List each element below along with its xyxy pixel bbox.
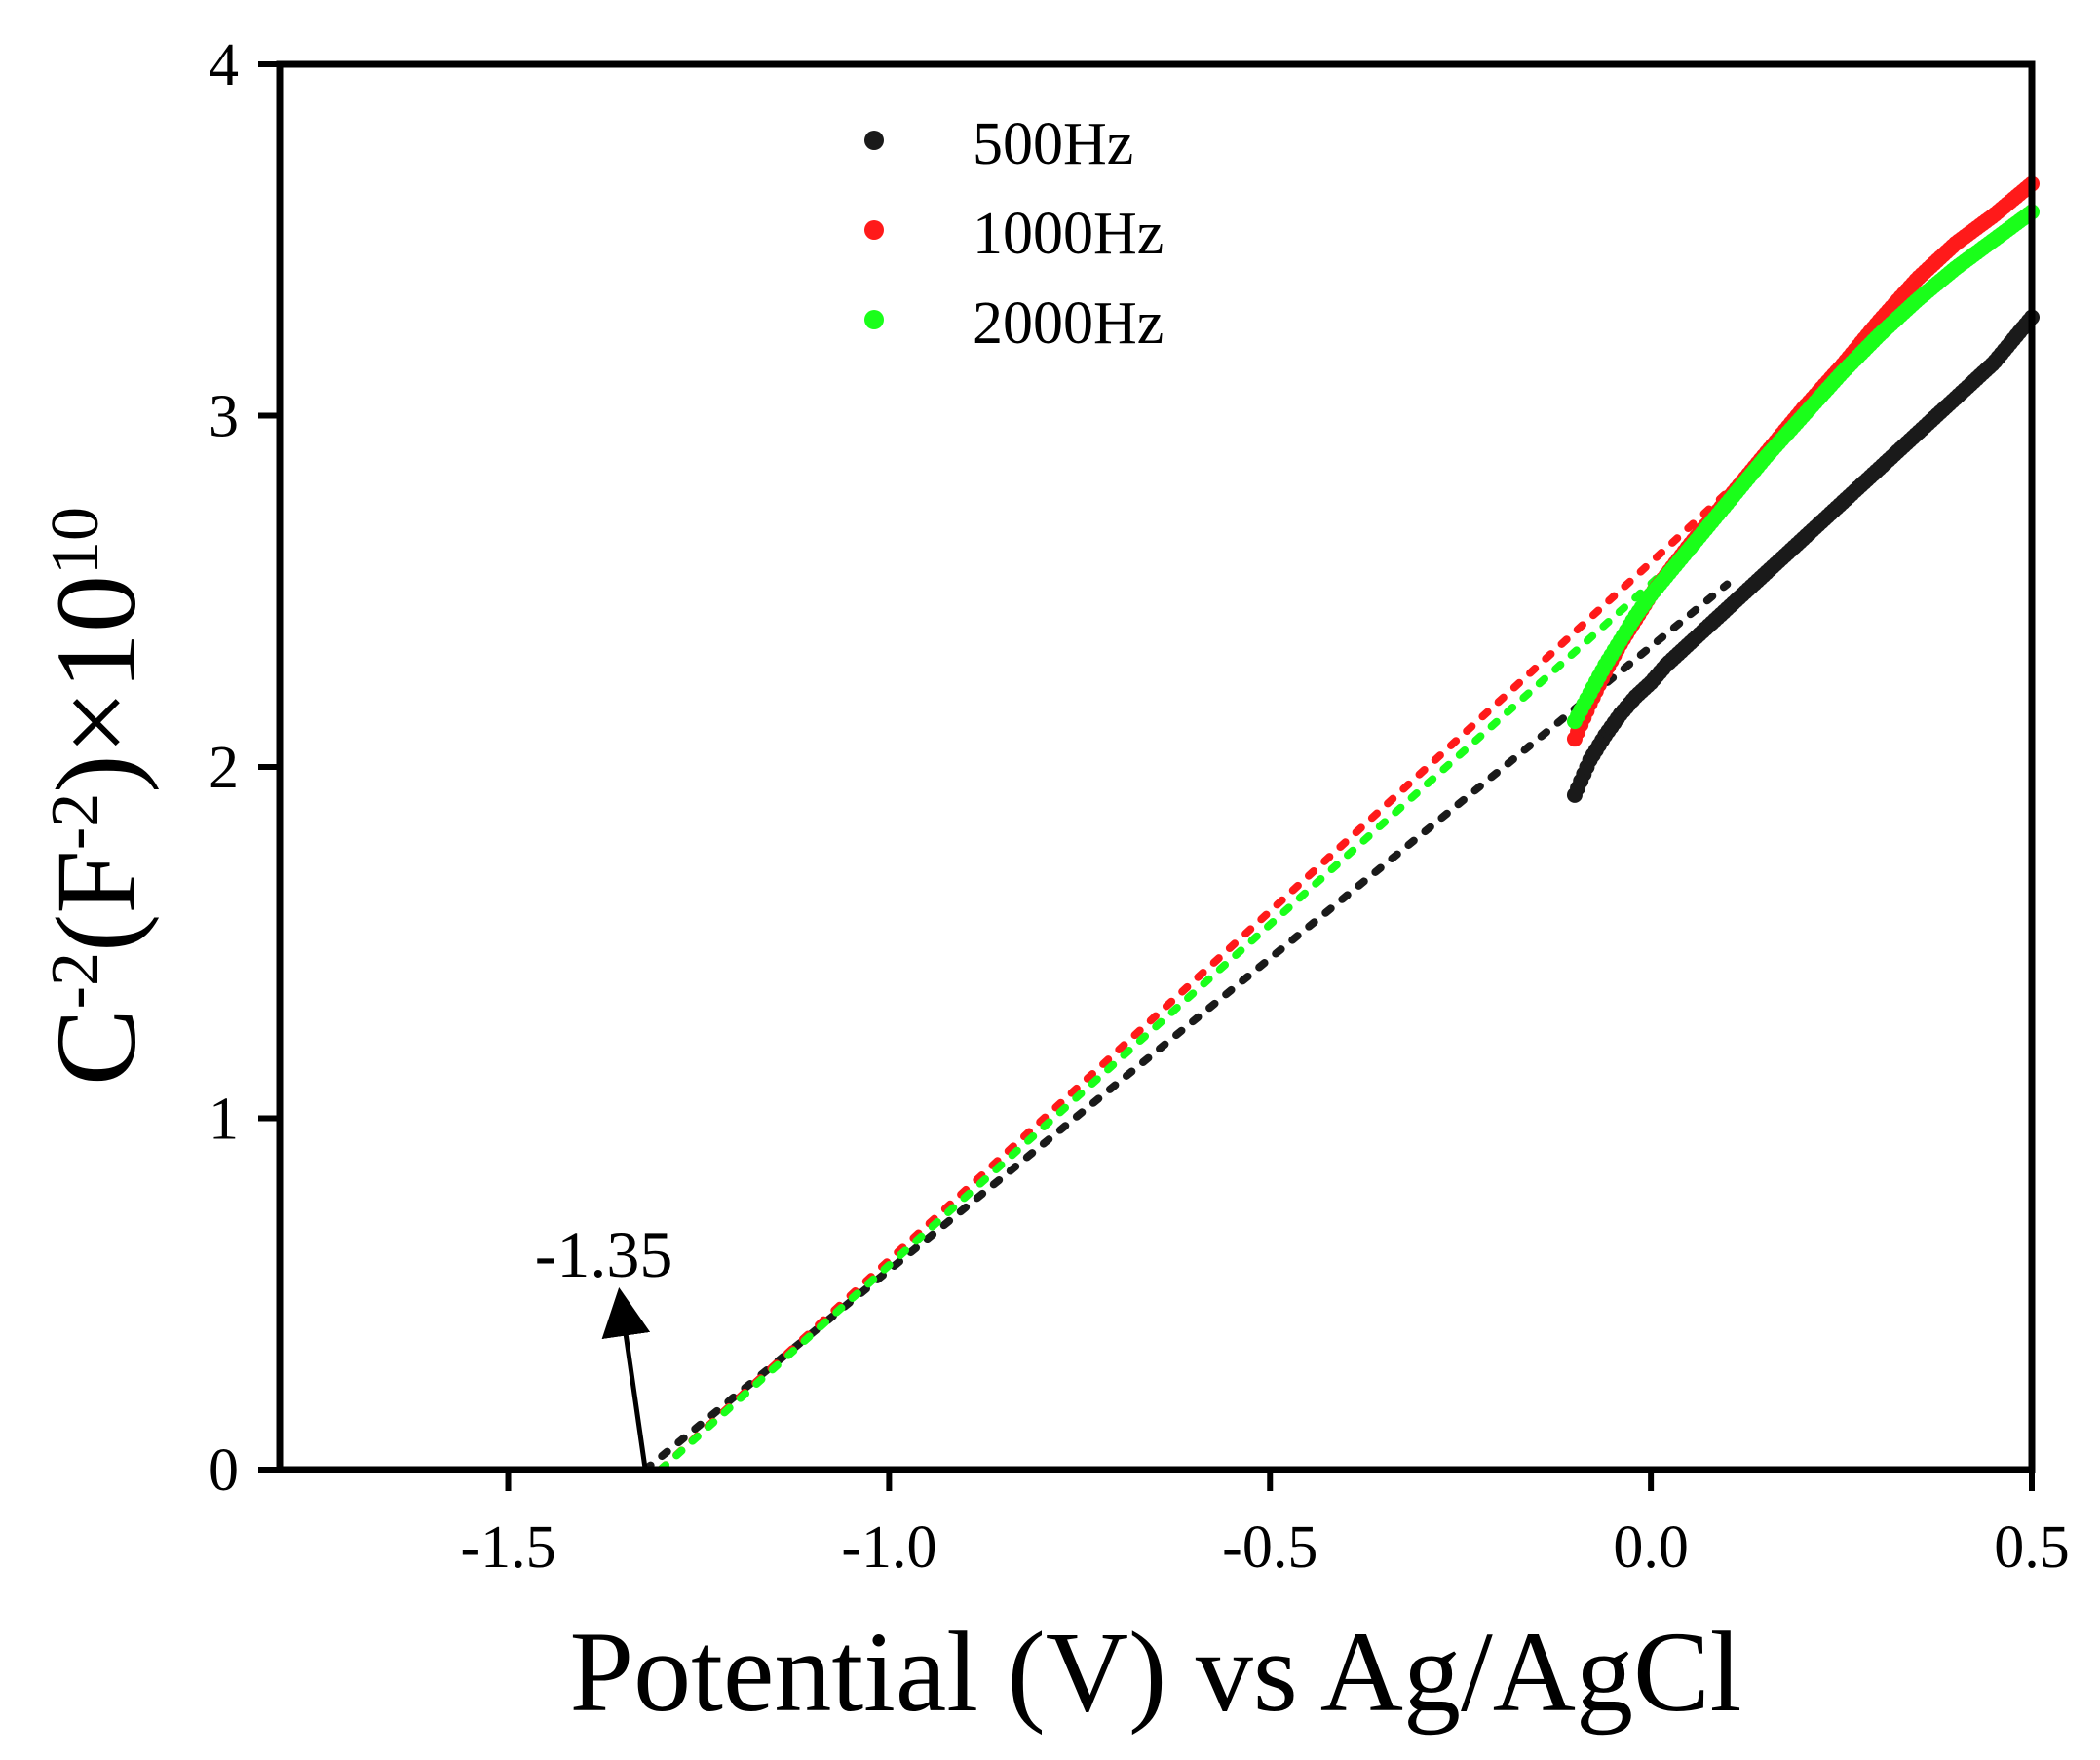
x-tick-label: -1.5 <box>460 1514 555 1581</box>
annotations: -1.35 <box>535 1217 673 1471</box>
y-title-mid: (F <box>32 850 160 952</box>
y-title-sup1: -2 <box>38 952 113 1009</box>
legend-item: 2000Hz <box>864 290 1164 357</box>
series-500Hz <box>1566 309 2040 803</box>
y-tick-label: 0 <box>209 1437 239 1504</box>
fit-line-1000Hz <box>656 433 1792 1473</box>
fit-lines <box>641 433 1792 1473</box>
x-tick-label: 0.5 <box>1994 1514 2070 1581</box>
y-axis-title: C-2(F-2)×1010 <box>32 507 160 1086</box>
legend-marker <box>864 310 884 329</box>
series-2000Hz <box>1566 204 2040 730</box>
fit-line-2000Hz <box>656 566 1670 1473</box>
legend-marker <box>864 220 884 240</box>
legend: 500Hz 1000Hz 2000Hz <box>864 111 1164 357</box>
y-tick-label: 4 <box>209 32 239 98</box>
y-tick-label: 3 <box>209 384 239 450</box>
legend-marker <box>864 131 884 150</box>
x-axis-ticks: -1.5 -1.0 -0.5 0.0 0.5 <box>460 1470 2070 1581</box>
y-title-end: )×10 <box>32 575 160 793</box>
legend-label: 500Hz <box>973 111 1133 177</box>
y-tick-label: 1 <box>209 1087 239 1153</box>
annotation-arrow <box>601 1287 651 1471</box>
y-tick-label: 2 <box>209 735 239 801</box>
legend-label: 2000Hz <box>973 290 1164 357</box>
y-title-base: C <box>32 1009 160 1086</box>
x-tick-label: 0.0 <box>1613 1514 1689 1581</box>
y-title-sup3: 10 <box>38 507 113 575</box>
legend-label: 1000Hz <box>973 201 1164 267</box>
legend-item: 500Hz <box>864 111 1133 177</box>
y-axis-ticks: 0 1 2 3 4 <box>209 32 280 1504</box>
x-tick-label: -1.0 <box>841 1514 936 1581</box>
series-points <box>1566 175 2040 803</box>
x-axis-title: Potential (V) vs Ag/AgCl <box>570 1608 1742 1736</box>
x-tick-label: -0.5 <box>1222 1514 1317 1581</box>
y-title-sup2: -2 <box>38 793 113 850</box>
legend-item: 1000Hz <box>864 201 1164 267</box>
annotation-label: -1.35 <box>535 1217 673 1291</box>
